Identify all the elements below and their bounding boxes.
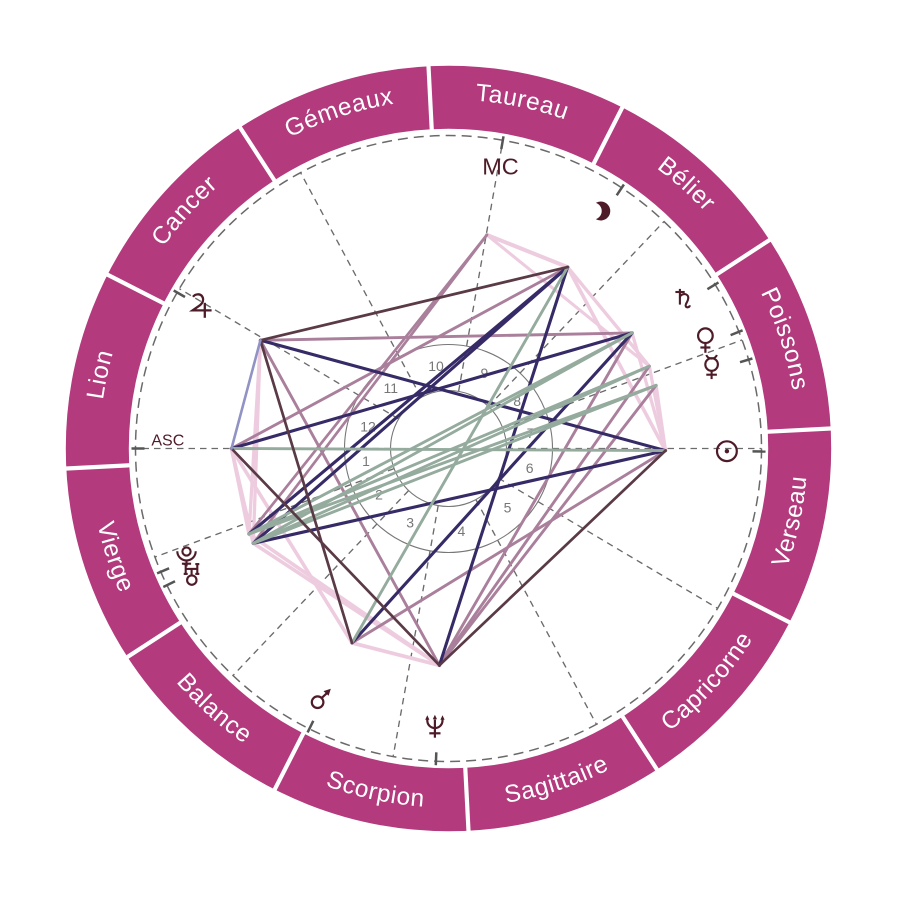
svg-text:3: 3 [406, 515, 414, 531]
svg-text:1: 1 [362, 453, 370, 469]
svg-text:6: 6 [526, 460, 534, 476]
svg-text:12: 12 [360, 418, 376, 434]
svg-text:11: 11 [384, 380, 399, 396]
svg-text:9: 9 [481, 365, 489, 381]
svg-text:ASC: ASC [151, 433, 184, 450]
svg-text:MC: MC [482, 153, 519, 179]
svg-text:5: 5 [504, 499, 512, 515]
